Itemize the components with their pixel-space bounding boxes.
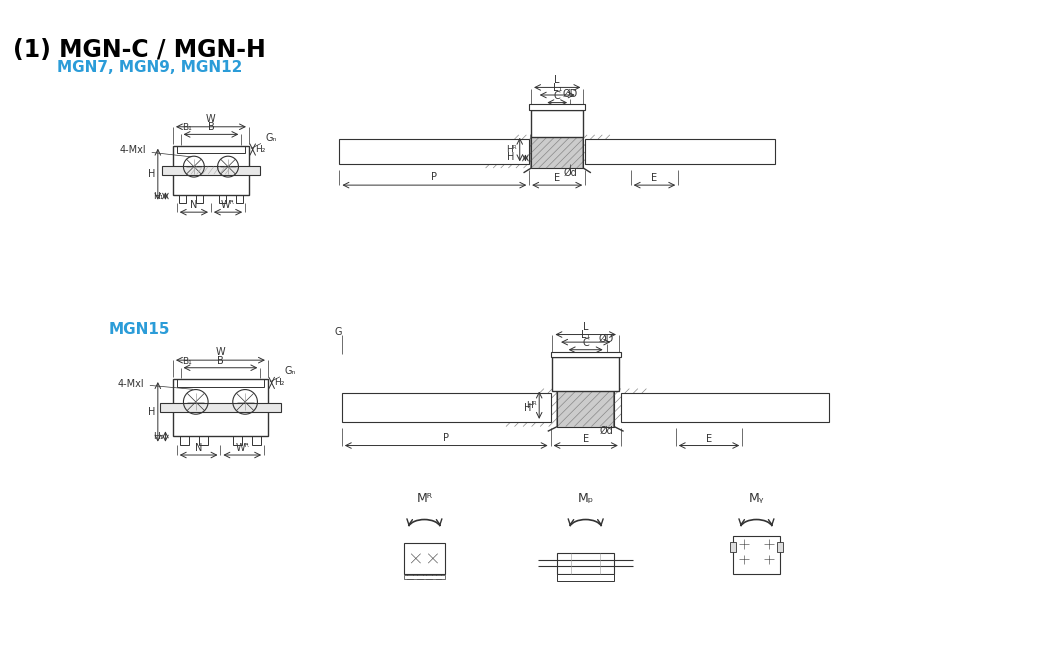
Bar: [558, 574, 614, 581]
Text: H₁: H₁: [153, 192, 163, 201]
Text: N: N: [195, 443, 202, 453]
Bar: [550, 351, 621, 357]
Text: Mₚ: Mₚ: [578, 492, 594, 505]
Text: W: W: [206, 114, 216, 124]
Text: H: H: [147, 170, 155, 179]
Text: L₁: L₁: [581, 330, 590, 340]
Bar: [558, 553, 614, 574]
Text: 4-Mxl: 4-Mxl: [120, 145, 191, 157]
Text: MGN15: MGN15: [108, 322, 170, 337]
Bar: [404, 576, 445, 579]
Text: L: L: [554, 74, 560, 85]
Text: N: N: [190, 200, 197, 210]
Text: L: L: [583, 321, 588, 332]
Text: H: H: [525, 402, 532, 413]
Bar: [177, 379, 264, 387]
Bar: [436, 574, 441, 579]
Polygon shape: [531, 135, 583, 168]
Text: Ød: Ød: [600, 426, 614, 436]
Text: B: B: [208, 123, 214, 132]
Bar: [621, 393, 830, 422]
Bar: [161, 166, 261, 175]
Text: Ød: Ød: [564, 168, 578, 177]
Bar: [732, 536, 780, 574]
Text: H₁: H₁: [153, 432, 163, 441]
Text: (1) MGN-C / MGN-H: (1) MGN-C / MGN-H: [14, 38, 266, 61]
Text: B: B: [217, 356, 224, 366]
Text: P: P: [443, 433, 449, 443]
Text: E: E: [652, 173, 657, 183]
Text: H: H: [147, 407, 155, 417]
Bar: [339, 139, 529, 164]
Bar: [585, 139, 775, 164]
Bar: [426, 574, 432, 579]
Bar: [198, 436, 208, 445]
Text: B₁: B₁: [182, 123, 192, 132]
Text: C: C: [582, 338, 589, 348]
Bar: [529, 104, 585, 110]
Bar: [173, 146, 249, 195]
Polygon shape: [215, 397, 225, 407]
Text: ØD: ØD: [563, 89, 578, 99]
Text: Wᴿ: Wᴿ: [222, 200, 235, 210]
Text: Hᴿ: Hᴿ: [507, 145, 517, 154]
Bar: [160, 403, 281, 412]
Bar: [218, 195, 226, 203]
Bar: [235, 195, 243, 203]
Bar: [404, 543, 445, 574]
Bar: [552, 357, 619, 391]
Text: ØD: ØD: [599, 334, 614, 344]
Text: E: E: [583, 434, 588, 443]
Text: Hᴿ: Hᴿ: [526, 401, 536, 409]
Text: E: E: [706, 434, 712, 443]
Polygon shape: [558, 389, 614, 426]
Text: Gₙ: Gₙ: [251, 133, 278, 148]
Bar: [777, 542, 783, 552]
Text: B₁: B₁: [182, 357, 192, 366]
Text: G: G: [334, 327, 342, 336]
Bar: [342, 393, 550, 422]
Text: H₂: H₂: [255, 145, 266, 154]
Text: Gₙ: Gₙ: [270, 366, 297, 381]
Text: H₂: H₂: [275, 378, 285, 387]
Bar: [196, 195, 204, 203]
Bar: [173, 379, 268, 436]
Text: Mᵧ: Mᵧ: [748, 492, 764, 505]
Text: W: W: [215, 348, 226, 357]
Bar: [407, 574, 413, 579]
Bar: [251, 436, 261, 445]
Text: E: E: [554, 173, 561, 183]
Bar: [179, 195, 187, 203]
Bar: [179, 436, 189, 445]
Bar: [233, 436, 243, 445]
Bar: [177, 146, 245, 153]
Text: Mᴿ: Mᴿ: [417, 492, 432, 505]
Bar: [730, 542, 736, 552]
Bar: [531, 110, 583, 137]
Bar: [417, 574, 423, 579]
Text: P: P: [431, 172, 438, 183]
Text: L₁: L₁: [552, 83, 562, 93]
Text: H: H: [507, 151, 514, 162]
Text: MGN7, MGN9, MGN12: MGN7, MGN9, MGN12: [56, 61, 242, 76]
Text: C: C: [553, 91, 561, 100]
Text: Wᴿ: Wᴿ: [235, 443, 249, 453]
Text: 4-Mxl: 4-Mxl: [118, 379, 193, 389]
